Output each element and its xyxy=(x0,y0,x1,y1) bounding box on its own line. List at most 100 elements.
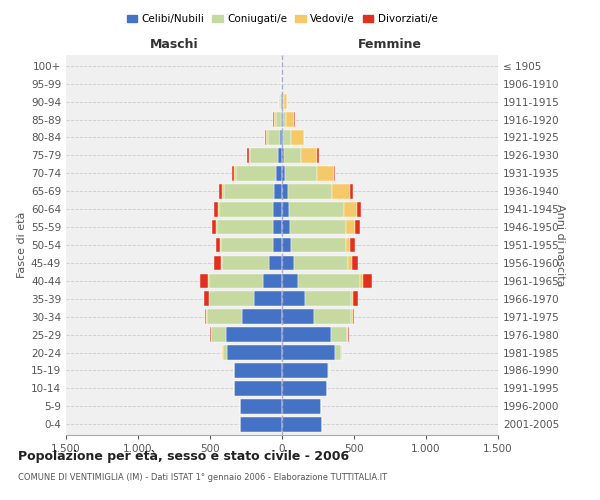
Bar xyxy=(249,148,250,162)
Bar xyxy=(240,399,282,413)
Bar xyxy=(360,274,362,288)
Bar xyxy=(341,345,342,360)
Bar xyxy=(357,202,361,216)
Bar xyxy=(208,274,209,288)
Bar xyxy=(214,256,221,270)
Text: Popolazione per età, sesso e stato civile - 2006: Popolazione per età, sesso e stato civil… xyxy=(18,450,349,463)
Bar xyxy=(279,94,280,109)
Bar xyxy=(282,220,290,234)
Bar xyxy=(298,274,360,288)
Bar xyxy=(222,345,223,360)
Bar xyxy=(282,238,292,252)
Bar xyxy=(282,345,335,360)
Bar xyxy=(317,148,319,162)
Text: Maschi: Maschi xyxy=(149,38,199,52)
Bar xyxy=(348,328,349,342)
Bar xyxy=(355,220,360,234)
Bar xyxy=(226,328,282,342)
Bar xyxy=(282,292,305,306)
Bar xyxy=(254,292,282,306)
Bar xyxy=(235,363,282,378)
Legend: Celibi/Nubili, Coniugati/e, Vedovi/e, Divorziati/e: Celibi/Nubili, Coniugati/e, Vedovi/e, Di… xyxy=(122,10,442,29)
Bar xyxy=(282,166,285,180)
Bar xyxy=(220,184,222,198)
Bar xyxy=(328,363,329,378)
Bar xyxy=(282,363,328,378)
Bar xyxy=(247,148,249,162)
Bar xyxy=(282,417,322,432)
Bar xyxy=(301,148,317,162)
Bar xyxy=(227,345,282,360)
Bar xyxy=(344,202,357,216)
Bar xyxy=(222,184,224,198)
Bar xyxy=(292,238,346,252)
Bar xyxy=(284,94,287,109)
Bar xyxy=(209,292,254,306)
Bar xyxy=(290,220,346,234)
Bar xyxy=(207,310,242,324)
Bar xyxy=(352,256,358,270)
Bar xyxy=(280,130,282,145)
Bar xyxy=(353,292,358,306)
Bar xyxy=(293,256,348,270)
Bar xyxy=(268,130,280,145)
Y-axis label: Anni di nascita: Anni di nascita xyxy=(555,204,565,286)
Bar xyxy=(220,238,221,252)
Bar xyxy=(206,310,207,324)
Bar xyxy=(288,184,332,198)
Bar xyxy=(263,274,282,288)
Bar xyxy=(204,292,209,306)
Bar xyxy=(282,399,321,413)
Bar xyxy=(274,112,276,127)
Bar xyxy=(218,202,274,216)
Bar xyxy=(282,184,288,198)
Bar xyxy=(346,238,350,252)
Bar xyxy=(282,202,289,216)
Bar xyxy=(305,292,351,306)
Bar xyxy=(314,310,351,324)
Bar xyxy=(274,184,282,198)
Bar xyxy=(331,328,347,342)
Bar xyxy=(289,202,344,216)
Bar xyxy=(278,148,282,162)
Bar xyxy=(234,363,235,378)
Bar xyxy=(236,166,276,180)
Bar xyxy=(283,94,284,109)
Bar xyxy=(223,345,227,360)
Bar xyxy=(282,148,284,162)
Bar xyxy=(290,130,304,145)
Bar xyxy=(211,328,226,342)
Bar xyxy=(332,184,350,198)
Bar xyxy=(282,130,283,145)
Bar xyxy=(348,256,352,270)
Bar xyxy=(212,220,217,234)
Bar xyxy=(276,112,281,127)
Bar xyxy=(250,148,278,162)
Bar xyxy=(282,256,293,270)
Bar xyxy=(280,94,281,109)
Bar xyxy=(205,310,206,324)
Bar xyxy=(209,274,263,288)
Bar xyxy=(210,328,211,342)
Bar xyxy=(283,130,290,145)
Bar xyxy=(224,184,274,198)
Bar xyxy=(294,112,295,127)
Bar xyxy=(353,310,354,324)
Bar xyxy=(283,112,286,127)
Bar xyxy=(284,148,301,162)
Bar xyxy=(265,130,266,145)
Text: Femmine: Femmine xyxy=(358,38,422,52)
Bar xyxy=(214,202,218,216)
Bar xyxy=(200,274,208,288)
Bar xyxy=(350,184,353,198)
Bar xyxy=(282,381,326,396)
Bar xyxy=(351,310,353,324)
Bar xyxy=(347,328,348,342)
Bar xyxy=(272,238,282,252)
Bar xyxy=(274,202,282,216)
Bar xyxy=(221,256,269,270)
Bar xyxy=(232,166,234,180)
Bar xyxy=(234,166,236,180)
Bar xyxy=(266,130,268,145)
Text: COMUNE DI VENTIMIGLIA (IM) - Dati ISTAT 1° gennaio 2006 - Elaborazione TUTTITALI: COMUNE DI VENTIMIGLIA (IM) - Dati ISTAT … xyxy=(18,472,387,482)
